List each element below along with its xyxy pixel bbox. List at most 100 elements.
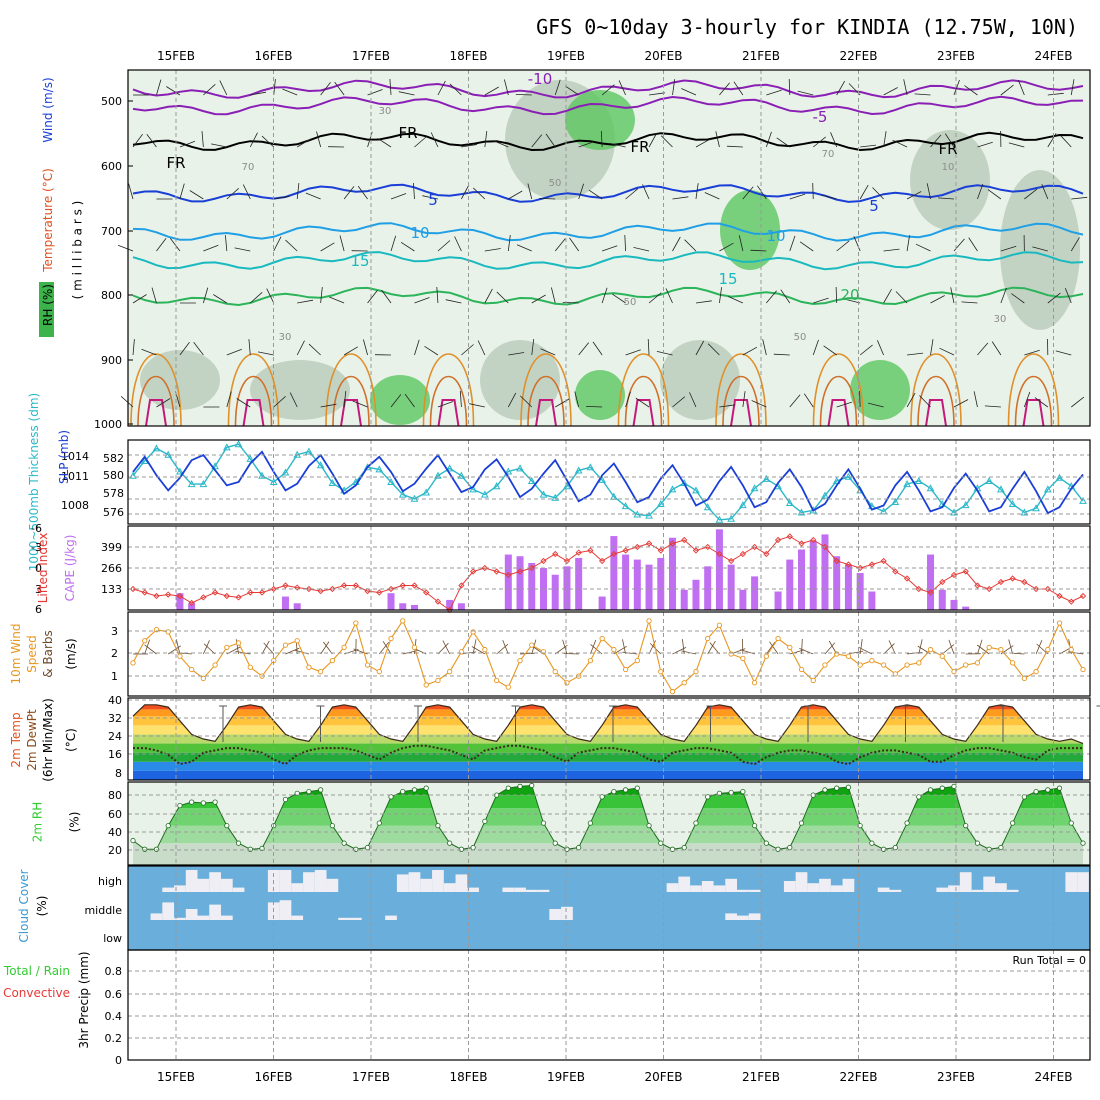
wind-barb [738,235,744,252]
isotherm-label: -5 [813,108,828,126]
cloud-high-bar [795,872,808,892]
cloud-high-bar [162,887,175,892]
cloud-middle-bar [748,913,761,920]
wind-point [939,653,945,659]
axis-label-convective: Convective [3,986,70,1000]
wind-barb [296,183,300,200]
wind-barb [1023,391,1031,408]
y-tick-label: 600 [101,160,122,173]
wind-barb [586,406,603,408]
rh-point [529,782,535,789]
wind-barb [203,84,216,96]
isotherm-line [132,222,1084,242]
wind-barb [648,132,658,148]
isotherm-line [132,131,1084,152]
wind-barb [128,183,134,200]
y-tick-label: 576 [103,506,124,519]
rh-point [728,789,734,796]
wind-point [599,635,605,642]
y-tick-label: 2 [111,647,118,660]
wind-barb [508,190,523,200]
cape-bar [715,529,723,610]
cloud-middle-bar [549,909,562,920]
rh-point [752,823,758,829]
thickness-point [176,467,184,475]
cloud-middle-bar [385,915,397,920]
wind-barb [689,392,697,408]
isotherm-label: 5 [869,197,879,215]
rh-point [552,840,558,846]
wind-barb [250,91,267,96]
y-tick-label: 578 [103,487,124,500]
wind-barb [297,299,314,304]
wind-barb [1034,397,1049,408]
isotherm-loop [819,375,858,427]
isotherm-loop [730,399,752,427]
li-point [129,585,137,593]
wind-barb [719,404,736,408]
wind-barb [539,198,556,200]
wind-point [388,635,394,642]
wind-barb [660,135,673,148]
axis-label-rh: RH (%) [41,284,55,326]
li-point [610,550,618,558]
wind-point [916,660,922,666]
isotherm-loop [910,353,962,427]
wind-barb [733,81,744,96]
li-point [728,557,735,565]
li-point [235,594,242,601]
isotherm-label: 10 [410,224,429,242]
thickness-point [222,443,231,451]
cloud-middle-bar [279,900,292,920]
wind-point [740,655,746,662]
thickness-point [527,476,536,484]
wind-barb [859,184,869,200]
wind-barb [625,188,639,200]
wind-barb [853,236,861,252]
wind-point [822,662,828,668]
thickness-point [785,498,794,506]
temp-band [133,743,1083,753]
y-tick-label: 40 [108,694,122,707]
wind-barb [742,186,754,200]
wind-barb [562,302,579,304]
isotherm-loop [520,353,572,427]
wind-barb [156,237,167,252]
wind-barb [1055,350,1072,356]
thickness-point [246,454,255,462]
cloud-high-bar [303,872,315,892]
wind-barb [906,235,910,252]
cape-bar [669,537,677,610]
wind-barb [343,391,347,408]
y-tick-label: 6 [35,603,42,616]
rh-point [165,823,171,829]
wind-barb-10m [203,643,216,655]
rh-point [540,820,547,826]
wind-barb [950,287,955,304]
wind-barb [592,341,603,356]
isotherm-loop [827,399,850,427]
wind-barb [1060,135,1072,148]
wind-point [763,653,769,659]
wind-point [177,653,183,659]
wind-barb [742,391,746,408]
thickness-point [727,514,735,522]
cloud-high-bar [1006,889,1019,892]
rh-region [720,190,780,270]
li-point [305,585,313,593]
wind-barb-10m [562,639,568,655]
wind-point [130,660,136,666]
y-tick-label: 32 [108,712,122,725]
wind-barb [484,288,493,304]
wind-barb [242,184,251,200]
wind-barb [830,132,838,148]
wind-barb [422,195,439,200]
wind-barb [681,88,697,96]
li-point [352,582,359,589]
li-point [669,540,676,547]
wind-barb [672,79,676,96]
cape-bar [868,591,876,610]
wind-barb [695,340,705,356]
rh-point [353,846,359,852]
wind-barb [961,301,978,304]
